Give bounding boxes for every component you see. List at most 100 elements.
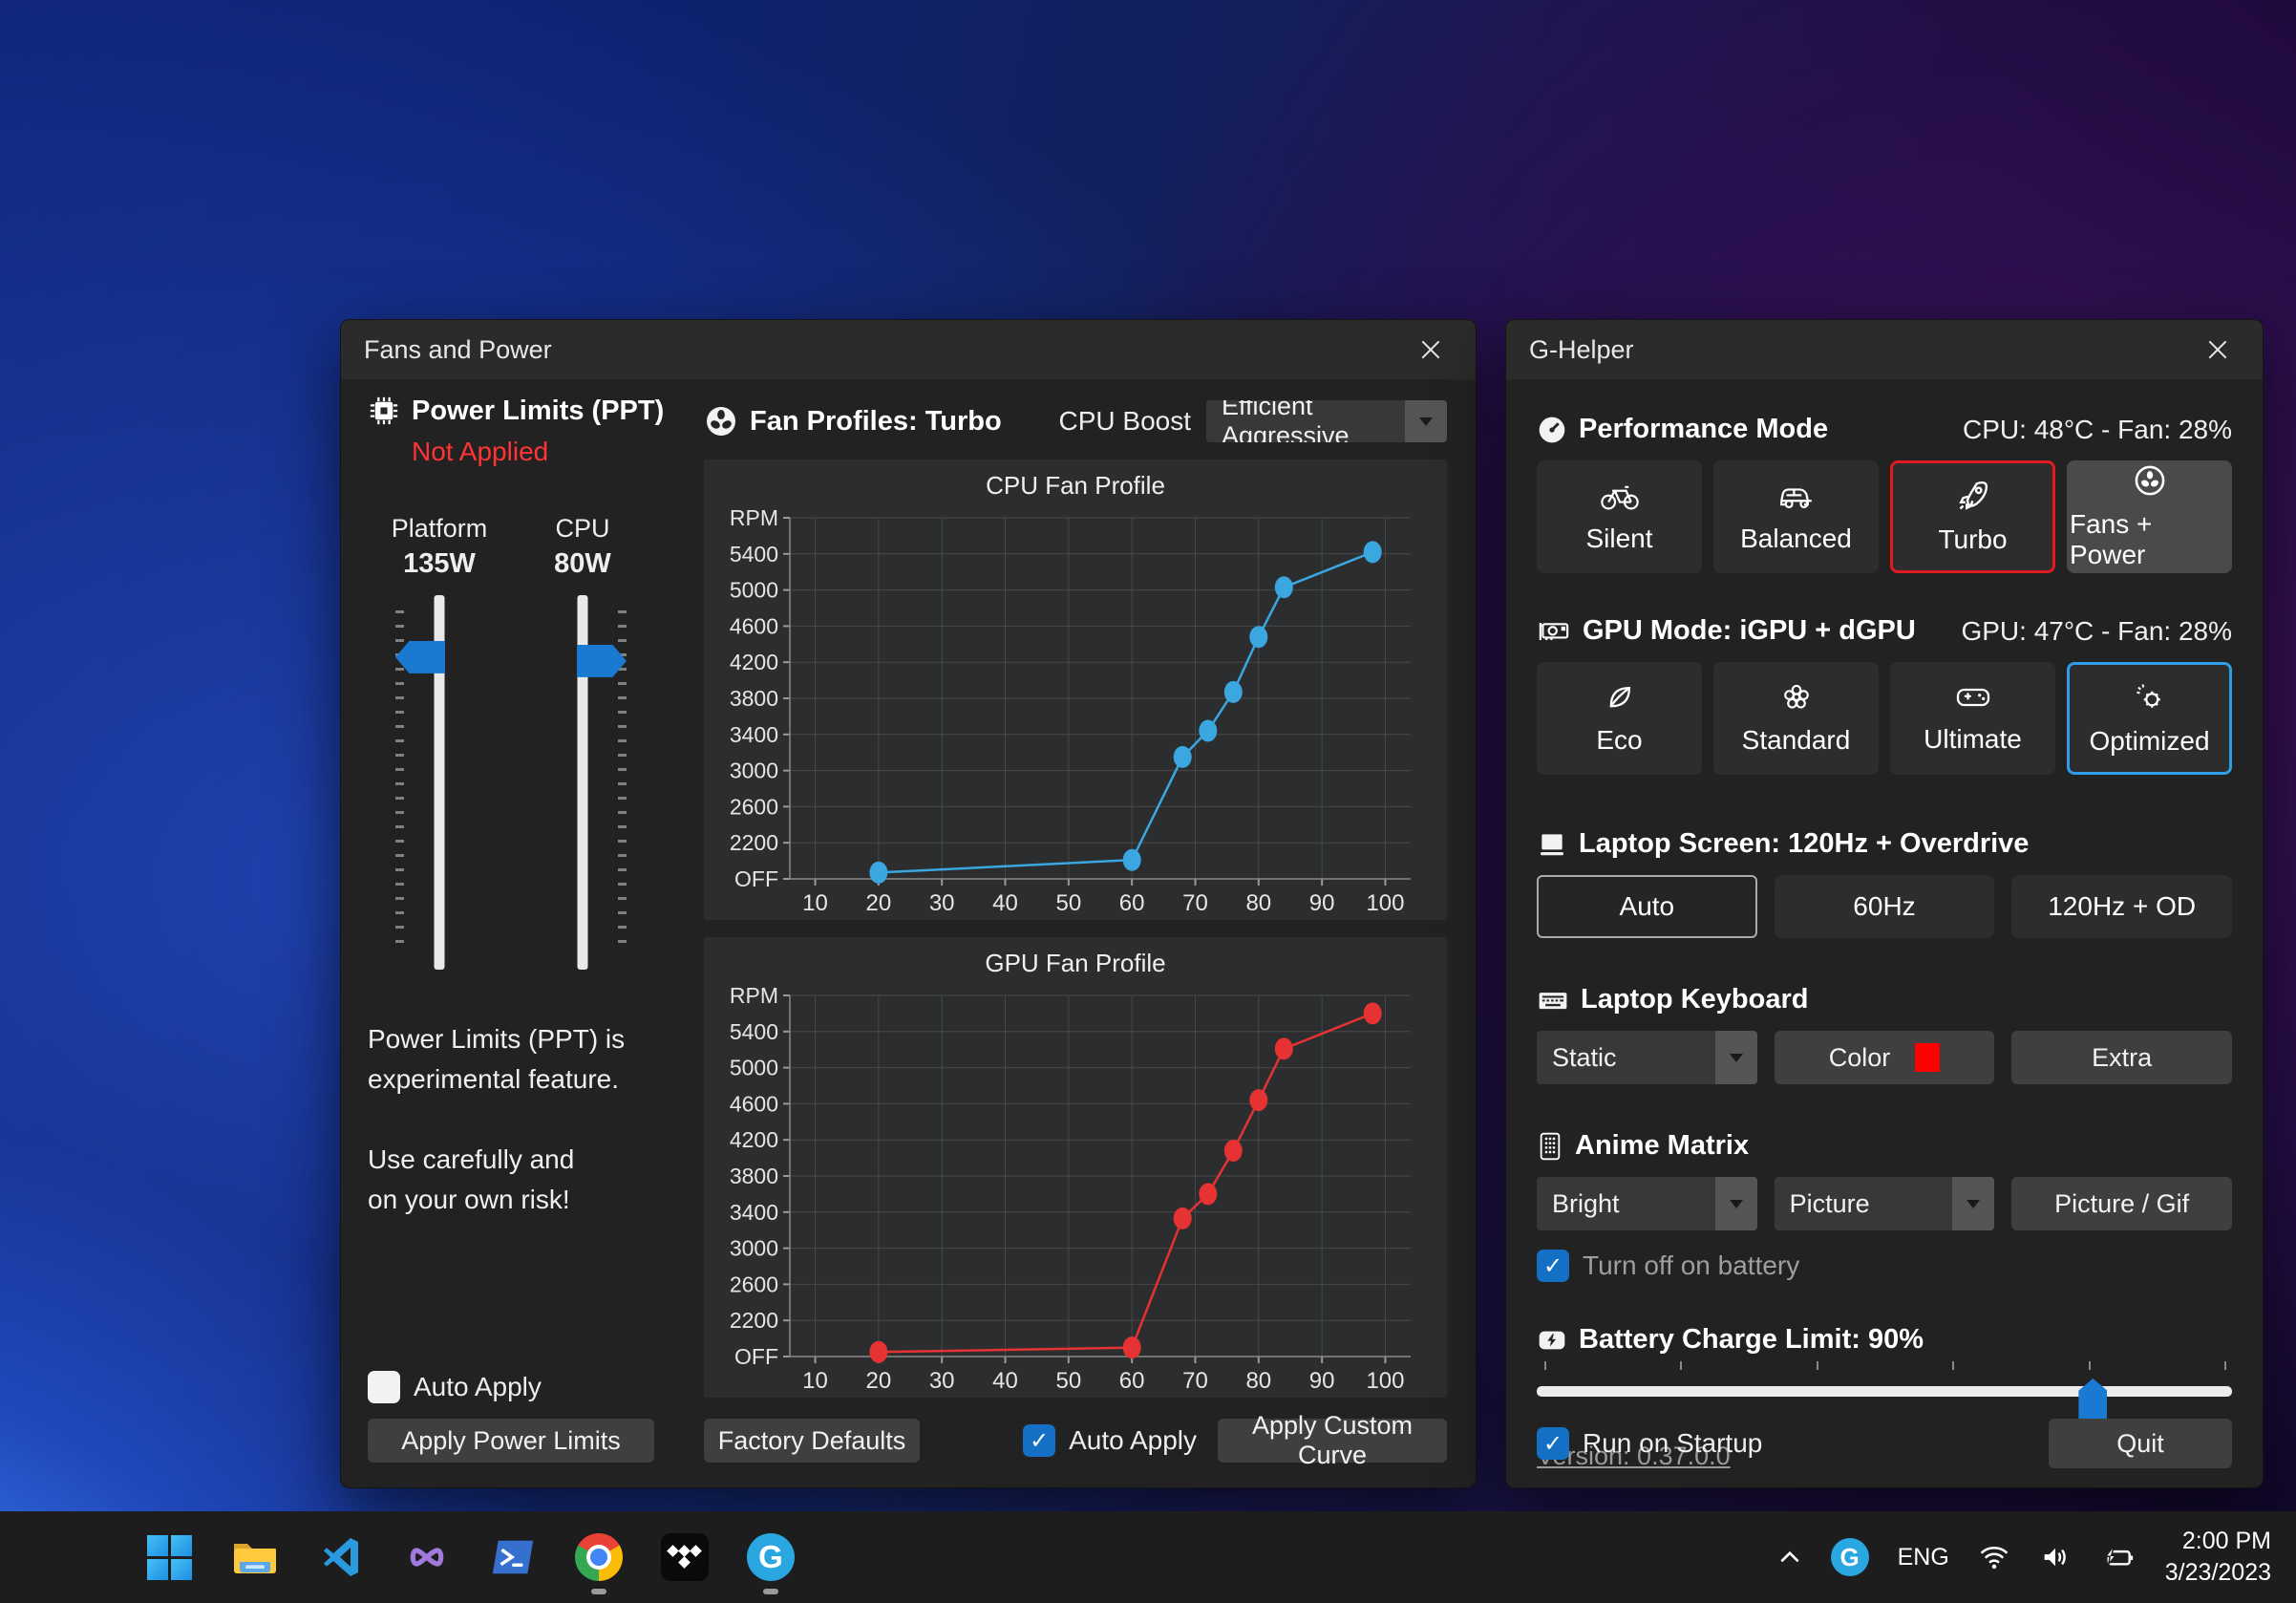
windows-logo-icon bbox=[146, 1534, 192, 1580]
cpu-boost-select[interactable]: Efficient Aggressive bbox=[1206, 400, 1447, 442]
system-tray: G ENG 2:00 PM 3/23/2023 bbox=[1777, 1526, 2296, 1589]
svg-text:3800: 3800 bbox=[730, 1164, 778, 1188]
visual-studio-icon bbox=[410, 1548, 444, 1567]
platform-power-slider[interactable] bbox=[368, 594, 511, 979]
cpu-fan-curve-chart[interactable]: OFF 2200 2600 3000 3400 3800 4200 4600 5000 5400 R… bbox=[727, 502, 1424, 921]
svg-text:100: 100 bbox=[1366, 1368, 1404, 1394]
svg-text:3400: 3400 bbox=[730, 1200, 778, 1225]
slider-track[interactable] bbox=[434, 594, 445, 970]
battery-icon bbox=[1539, 1331, 1565, 1349]
chevron-down-icon[interactable] bbox=[1714, 1031, 1757, 1084]
power-limits-note: Power Limits (PPT) is experimental featu… bbox=[368, 1023, 626, 1214]
fan-profiles-panel: Fan Profiles: Turbo CPU Boost Efficient … bbox=[704, 395, 1447, 1469]
slider-handle[interactable] bbox=[2078, 1379, 2108, 1419]
apply-power-limits-button[interactable]: Apply Power Limits bbox=[368, 1419, 654, 1463]
ghelper-taskbar-button[interactable]: G bbox=[745, 1531, 797, 1594]
gpu-button-ultimate[interactable]: Ultimate bbox=[1890, 662, 2055, 775]
gpu-button-optimized[interactable]: Optimized bbox=[2067, 662, 2232, 775]
keyboard-mode-select[interactable]: Static bbox=[1537, 1031, 1757, 1084]
perf-button-fans-power[interactable]: Fans + Power bbox=[2067, 460, 2232, 573]
keyboard-color-button[interactable]: Color bbox=[1774, 1031, 1995, 1084]
slider-ticks bbox=[1544, 1361, 2226, 1370]
ghelper-titlebar[interactable]: G-Helper bbox=[1506, 320, 2263, 379]
cpu-power-slider[interactable] bbox=[511, 594, 654, 979]
gpu-chart-title: GPU Fan Profile bbox=[985, 949, 1166, 977]
svg-text:40: 40 bbox=[992, 890, 1018, 916]
svg-text:90: 90 bbox=[1309, 1368, 1335, 1394]
color-swatch bbox=[1915, 1043, 1941, 1072]
gpu-button-standard[interactable]: Standard bbox=[1713, 662, 1879, 775]
svg-text:60: 60 bbox=[1119, 1368, 1145, 1394]
ghelper-window: G-Helper Performance Mode CPU: 48°C - Fa… bbox=[1505, 319, 2264, 1488]
volume-icon[interactable] bbox=[2039, 1543, 2072, 1571]
svg-text:5000: 5000 bbox=[730, 578, 778, 603]
file-explorer-button[interactable] bbox=[229, 1531, 281, 1583]
anime-matrix-icon bbox=[1540, 1132, 1561, 1160]
tray-chevron-up-icon[interactable] bbox=[1777, 1549, 1802, 1566]
close-icon[interactable] bbox=[2196, 328, 2240, 372]
gpu-fan-chart-panel[interactable]: GPU Fan Profile OFF 2200 2600 3000 3400 3800 4… bbox=[704, 937, 1447, 1398]
svg-text:5400: 5400 bbox=[730, 1019, 778, 1044]
perf-button-balanced[interactable]: Balanced bbox=[1713, 460, 1879, 573]
svg-text:OFF: OFF bbox=[734, 866, 778, 891]
svg-text:2200: 2200 bbox=[730, 830, 778, 855]
chevron-down-icon[interactable] bbox=[1714, 1177, 1757, 1230]
cpu-chip-icon bbox=[370, 396, 398, 425]
chevron-down-icon[interactable] bbox=[1952, 1177, 1995, 1230]
screen-button-120hz-od[interactable]: 120Hz + OD bbox=[2011, 875, 2232, 938]
auto-apply-curve-checkbox[interactable] bbox=[1023, 1424, 1056, 1457]
svg-text:2200: 2200 bbox=[730, 1308, 778, 1333]
perf-button-turbo[interactable]: Turbo bbox=[1890, 460, 2055, 573]
svg-text:10: 10 bbox=[802, 890, 828, 916]
chevron-down-icon[interactable] bbox=[1405, 400, 1447, 442]
close-icon[interactable] bbox=[1409, 328, 1453, 372]
keyboard-extra-button[interactable]: Extra bbox=[2011, 1031, 2232, 1084]
turn-off-on-battery-checkbox[interactable] bbox=[1537, 1250, 1569, 1282]
anime-brightness-select[interactable]: Bright bbox=[1537, 1177, 1757, 1230]
cpu-watts: 80W bbox=[554, 548, 611, 580]
factory-defaults-button[interactable]: Factory Defaults bbox=[704, 1419, 920, 1463]
chrome-button[interactable] bbox=[573, 1531, 625, 1594]
gpu-fan-curve-chart[interactable]: OFF 2200 2600 3000 3400 3800 4200 4600 5000 5400 R… bbox=[727, 980, 1424, 1399]
ghelper-title: G-Helper bbox=[1529, 334, 1634, 364]
performance-mode-header: Performance Mode bbox=[1579, 414, 1829, 444]
svg-text:50: 50 bbox=[1055, 890, 1081, 916]
slider-track[interactable] bbox=[577, 594, 588, 970]
run-on-startup-checkbox[interactable] bbox=[1537, 1427, 1569, 1460]
screen-button-60hz[interactable]: 60Hz bbox=[1774, 875, 1995, 938]
running-indicator bbox=[591, 1589, 606, 1594]
ghelper-tray-icon[interactable]: G bbox=[1830, 1538, 1869, 1576]
vscode-button[interactable] bbox=[315, 1531, 367, 1583]
svg-text:3000: 3000 bbox=[730, 759, 778, 783]
language-indicator[interactable]: ENG bbox=[1897, 1543, 1949, 1571]
svg-text:30: 30 bbox=[929, 890, 955, 916]
start-button[interactable] bbox=[143, 1531, 195, 1583]
power-limits-header: Power Limits (PPT) bbox=[412, 395, 665, 426]
battery-charge-slider[interactable] bbox=[1537, 1359, 2232, 1419]
tray-clock[interactable]: 2:00 PM 3/23/2023 bbox=[2165, 1526, 2271, 1589]
quit-button[interactable]: Quit bbox=[2049, 1419, 2232, 1468]
anime-picture-gif-button[interactable]: Picture / Gif bbox=[2011, 1177, 2232, 1230]
screen-button-auto[interactable]: Auto bbox=[1537, 875, 1757, 938]
bicycle-icon bbox=[1600, 485, 1639, 510]
perf-button-silent[interactable]: Silent bbox=[1537, 460, 1702, 573]
slider-ticks bbox=[618, 609, 627, 954]
apply-custom-curve-button[interactable]: Apply Custom Curve bbox=[1218, 1411, 1447, 1469]
anime-mode-select[interactable]: Picture bbox=[1774, 1177, 1995, 1230]
gpu-button-eco[interactable]: Eco bbox=[1537, 662, 1702, 775]
tidal-button[interactable] bbox=[659, 1531, 711, 1583]
tidal-icon bbox=[661, 1533, 709, 1581]
cpu-fan-chart-panel[interactable]: CPU Fan Profile OFF 2200 2600 3000 3400 3800 4… bbox=[704, 460, 1447, 920]
platform-slider-label: Platform 135W bbox=[391, 514, 488, 580]
svg-text:4200: 4200 bbox=[730, 1127, 778, 1152]
battery-charging-icon[interactable] bbox=[2100, 1543, 2137, 1571]
svg-text:RPM: RPM bbox=[730, 983, 778, 1008]
terminal-button[interactable] bbox=[487, 1531, 539, 1583]
taskbar-apps: G bbox=[0, 1531, 797, 1594]
gpu-mode-header: GPU Mode: iGPU + dGPU bbox=[1583, 615, 1916, 646]
wifi-icon[interactable] bbox=[1978, 1543, 2010, 1571]
fans-window-titlebar[interactable]: Fans and Power bbox=[341, 320, 1476, 379]
auto-apply-checkbox[interactable] bbox=[368, 1371, 400, 1403]
slider-track[interactable] bbox=[1537, 1386, 2232, 1397]
visual-studio-button[interactable] bbox=[401, 1531, 453, 1583]
